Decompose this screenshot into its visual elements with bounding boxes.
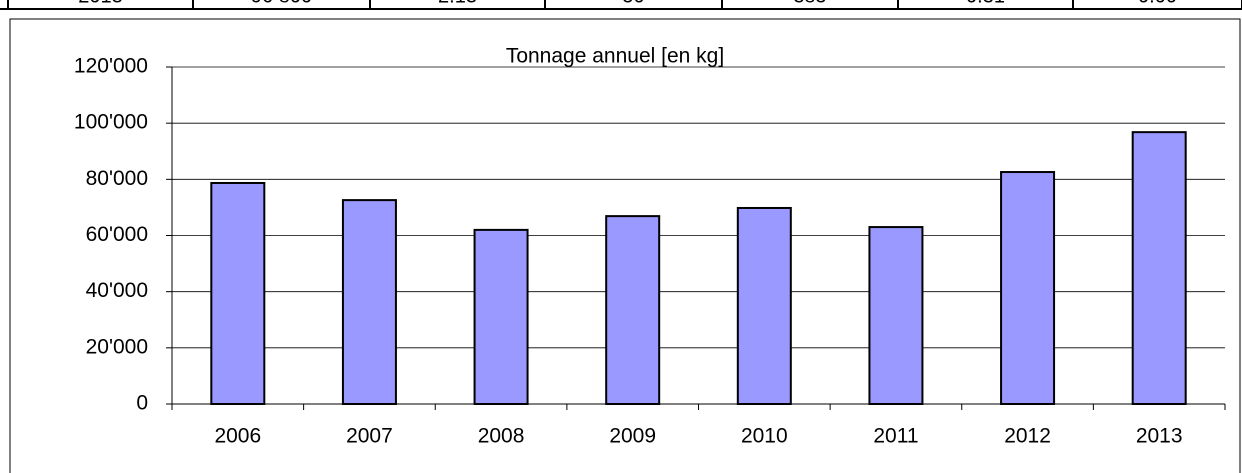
bar bbox=[341, 199, 397, 405]
y-tick-label: 80'000 bbox=[86, 167, 148, 190]
table-cell: 2013 bbox=[78, 0, 123, 7]
table-cell: 50 bbox=[622, 0, 644, 7]
y-tick-label: 20'000 bbox=[86, 335, 148, 358]
x-tick-label: 2012 bbox=[1004, 425, 1051, 448]
table-cell: 2.13 bbox=[438, 0, 477, 7]
x-tick-label: 2011 bbox=[873, 425, 918, 448]
x-tick-label: 2010 bbox=[741, 425, 788, 448]
x-tick-label: 2009 bbox=[609, 425, 656, 448]
bar bbox=[605, 215, 661, 405]
bar bbox=[473, 228, 529, 405]
table-cell: 0.00 bbox=[1138, 0, 1177, 7]
table-cell: 0.31 bbox=[966, 0, 1005, 7]
x-tick-label: 2013 bbox=[1136, 425, 1183, 448]
y-tick-label: 100'000 bbox=[74, 111, 148, 134]
bar bbox=[1131, 131, 1187, 406]
table-cell: 96 800 bbox=[251, 0, 312, 7]
y-tick-label: 40'000 bbox=[86, 279, 148, 302]
table-cell: 385 bbox=[793, 0, 826, 7]
bar bbox=[736, 206, 792, 405]
y-tick-label: 60'000 bbox=[86, 223, 148, 246]
x-tick-label: 2006 bbox=[214, 425, 261, 448]
x-tick-label: 2007 bbox=[346, 425, 393, 448]
x-tick-label: 2008 bbox=[478, 425, 525, 448]
chart-title: Tonnage annuel [en kg] bbox=[506, 45, 724, 68]
bar bbox=[1000, 171, 1056, 405]
y-tick-label: 120'000 bbox=[74, 55, 148, 78]
bar bbox=[210, 181, 266, 405]
y-tick-label: 0 bbox=[136, 392, 148, 415]
bar bbox=[868, 226, 924, 405]
